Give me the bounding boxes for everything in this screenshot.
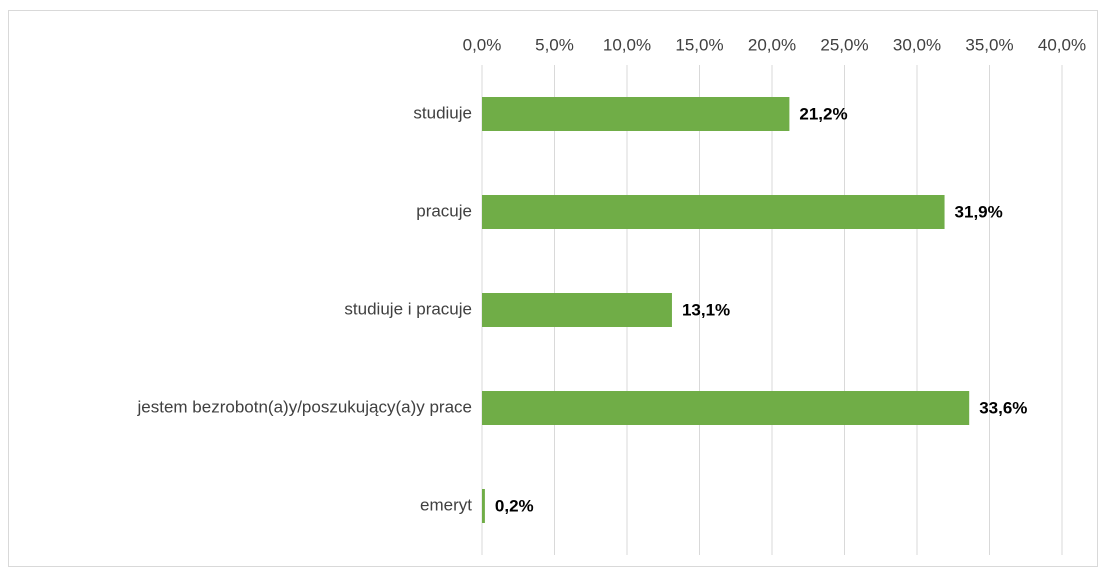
bar (482, 97, 790, 131)
value-label: 33,6% (979, 398, 1027, 417)
x-tick-label: 5,0% (535, 35, 574, 54)
x-tick-label: 25,0% (820, 35, 868, 54)
value-label: 0,2% (495, 496, 534, 515)
x-tick-label: 40,0% (1038, 35, 1086, 54)
x-tick-label: 20,0% (748, 35, 796, 54)
y-tick-label: jestem bezrobotn(a)y/poszukujący(a)y pra… (137, 397, 472, 416)
bar (482, 293, 672, 327)
bar (482, 489, 485, 523)
x-tick-label: 35,0% (965, 35, 1013, 54)
chart-frame (8, 10, 1098, 567)
y-tick-label: pracuje (416, 201, 472, 220)
y-tick-label: emeryt (420, 495, 472, 514)
value-label: 21,2% (799, 104, 847, 123)
x-tick-label: 10,0% (603, 35, 651, 54)
y-tick-label: studiuje i pracuje (344, 299, 472, 318)
value-label: 13,1% (682, 300, 730, 319)
x-tick-label: 15,0% (675, 35, 723, 54)
bar (482, 391, 970, 425)
x-tick-label: 30,0% (893, 35, 941, 54)
x-tick-label: 0,0% (463, 35, 502, 54)
bar (482, 195, 945, 229)
y-tick-label: studiuje (413, 103, 472, 122)
value-label: 31,9% (955, 202, 1003, 221)
